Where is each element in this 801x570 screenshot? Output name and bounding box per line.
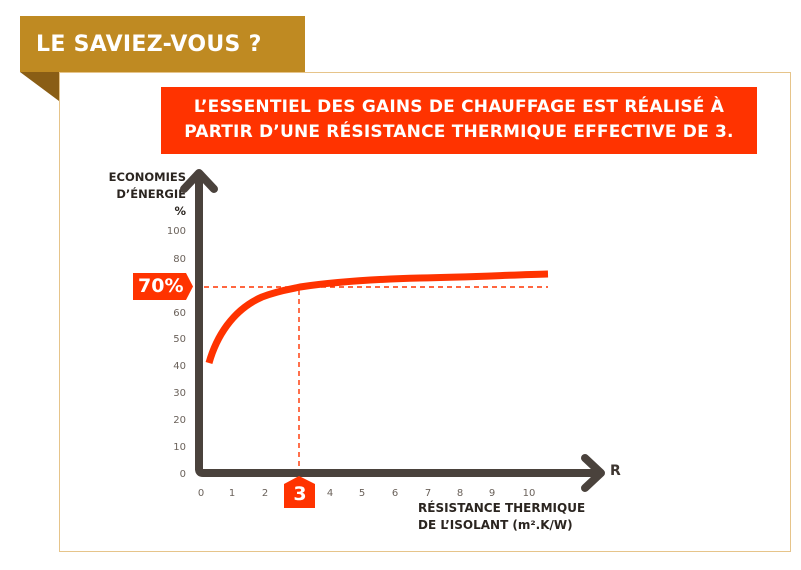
x-axis-arrowhead — [581, 454, 605, 492]
y-tick: 80 — [173, 254, 186, 265]
x-tick: 8 — [457, 488, 463, 499]
x-tick: 6 — [392, 488, 398, 499]
x-tick: 10 — [523, 488, 536, 499]
badge-70-label: 70% — [138, 275, 184, 297]
y-tick: 20 — [173, 415, 186, 426]
y-tick: 30 — [173, 388, 186, 399]
x-axis-title-line-1: RÉSISTANCE THERMIQUE — [418, 501, 586, 515]
x-tick: 9 — [489, 488, 495, 499]
badge-3-label: 3 — [293, 483, 307, 505]
x-tick: 2 — [262, 488, 268, 499]
x-tick: 0 — [198, 488, 204, 499]
banner-title: LE SAVIEZ-VOUS ? — [20, 16, 305, 72]
savings-curve — [205, 270, 549, 364]
y-tick: 100 — [167, 226, 186, 237]
x-axis — [195, 468, 596, 477]
x-axis-symbol: R — [610, 463, 621, 479]
y-axis-arrowhead — [180, 169, 218, 193]
x-tick: 7 — [425, 488, 431, 499]
x-ticks: 0 1 2 4 5 6 7 8 9 10 — [198, 488, 536, 499]
y-tick: 60 — [173, 308, 186, 319]
banner-fold — [20, 72, 59, 101]
y-ticks: 100 80 60 50 40 30 20 10 0 — [167, 226, 186, 480]
y-tick: 10 — [173, 442, 186, 453]
x-tick: 4 — [327, 488, 333, 499]
y-axis-title-line-2: D’ÉNERGIE — [116, 187, 186, 201]
headline: L’ESSENTIEL DES GAINS DE CHAUFFAGE EST R… — [161, 87, 757, 154]
y-tick: 40 — [173, 361, 186, 372]
y-tick: 50 — [173, 334, 186, 345]
badge-70-shape — [133, 273, 193, 300]
y-axis-unit: % — [174, 204, 186, 218]
x-tick: 5 — [359, 488, 365, 499]
y-axis-title-line-1: ECONOMIES — [108, 170, 186, 184]
headline-line-1: L’ESSENTIEL DES GAINS DE CHAUFFAGE EST R… — [193, 97, 725, 117]
content-card — [59, 72, 791, 552]
x-axis-title-line-2: DE L’ISOLANT (m².K/W) — [418, 518, 573, 532]
x-tick: 1 — [229, 488, 235, 499]
x-axis-title: RÉSISTANCE THERMIQUE DE L’ISOLANT (m².K/… — [418, 500, 585, 534]
headline-line-2: PARTIR D’UNE RÉSISTANCE THERMIQUE EFFECT… — [184, 122, 734, 142]
y-tick: 0 — [180, 469, 186, 480]
badge-3-shape — [284, 476, 315, 508]
